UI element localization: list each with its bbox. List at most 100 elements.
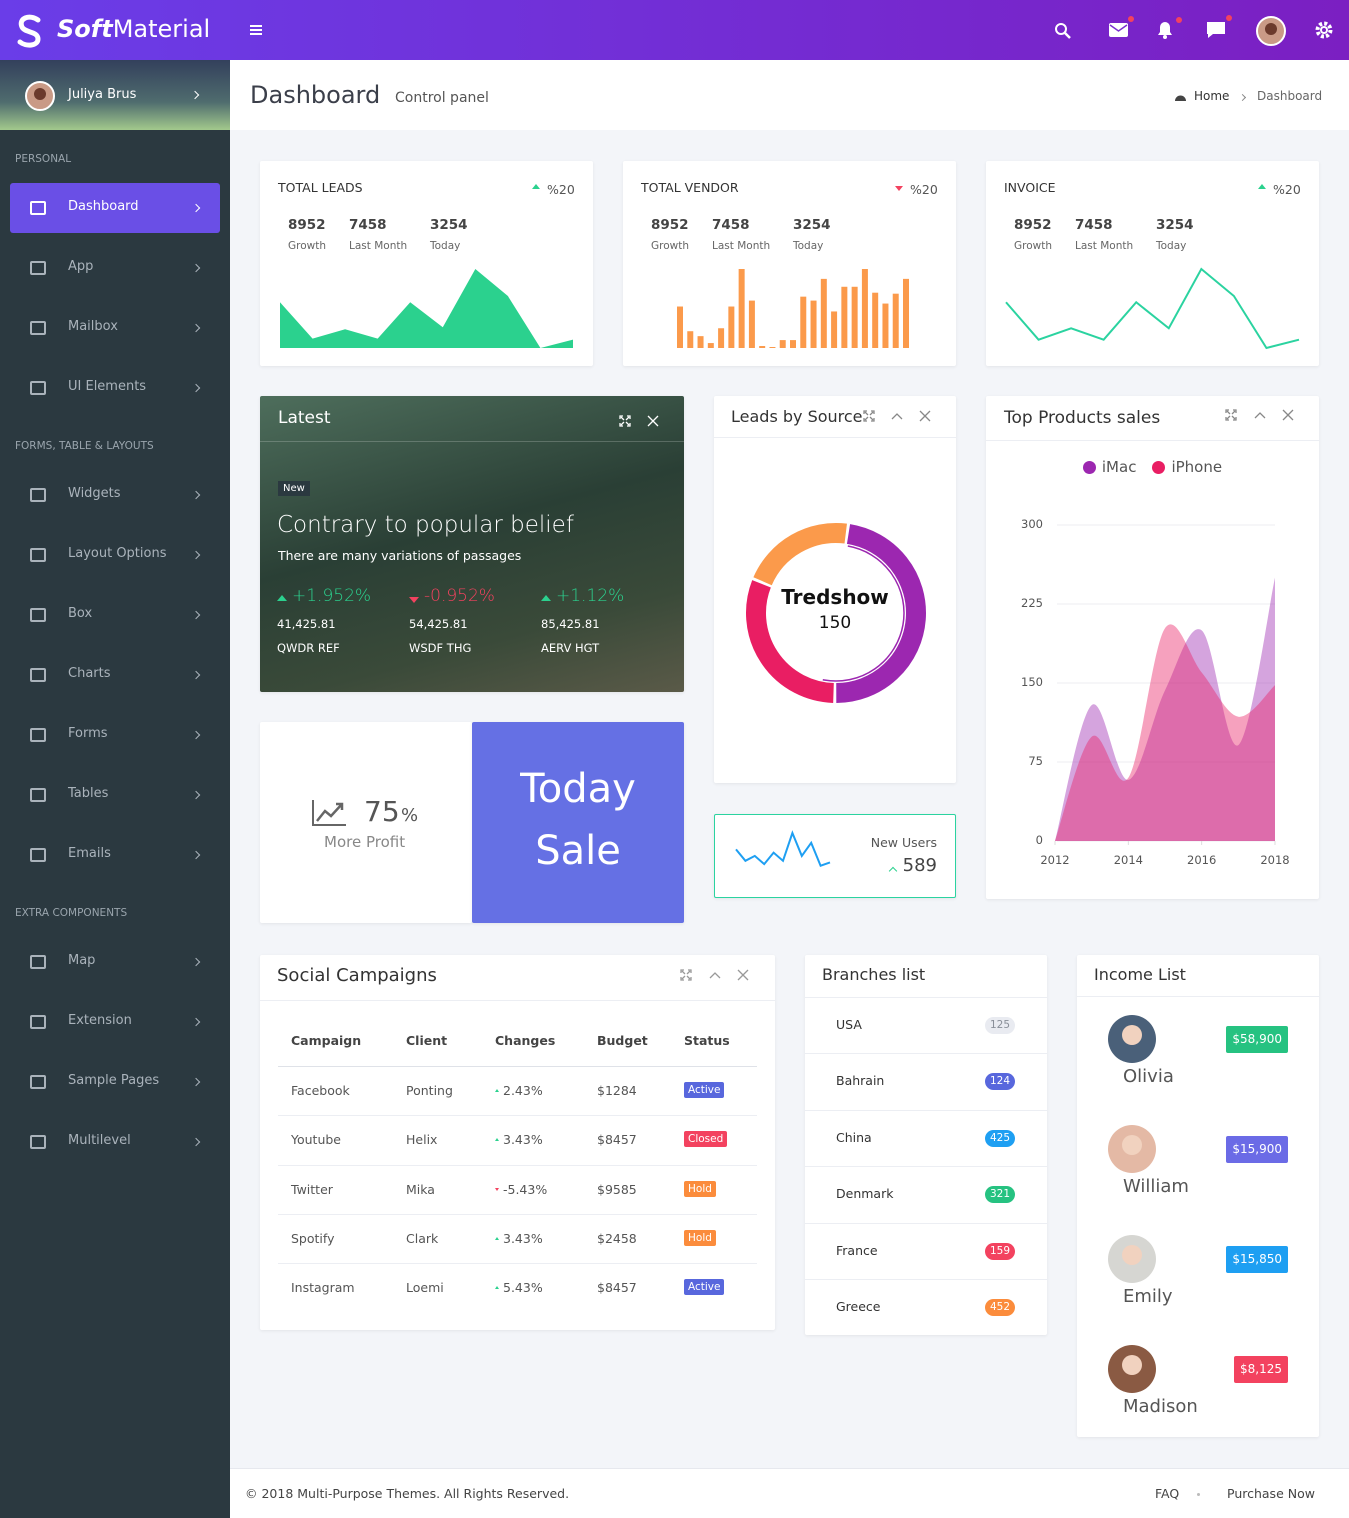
legend-item[interactable]: iPhone [1152, 458, 1222, 476]
sidebar: Juliya Brus PERSONAL Dashboard App Mailbox U… [0, 60, 230, 1518]
nav-label[interactable]: Extension [68, 1013, 132, 1028]
nav-label[interactable]: Multilevel [68, 1133, 131, 1148]
collapse-button[interactable] [891, 411, 903, 421]
collapse-button[interactable] [1254, 410, 1266, 420]
trend-icon [312, 800, 346, 826]
nav-label[interactable]: Widgets [68, 486, 121, 501]
cell: Helix [406, 1132, 438, 1148]
stat-label: Today [793, 240, 824, 252]
expand-button[interactable] [1225, 409, 1237, 421]
close-button[interactable] [647, 415, 659, 427]
nav-label[interactable]: Tables [68, 786, 109, 801]
stat-value: 54,425.81 [409, 617, 468, 631]
donut-segment [836, 524, 926, 703]
nav-item[interactable]: App [10, 243, 220, 293]
bell-icon[interactable] [1155, 16, 1183, 42]
collapse-button[interactable] [709, 970, 721, 980]
nav-item[interactable]: UI Elements [10, 363, 220, 413]
nav-item[interactable]: Box [10, 590, 220, 640]
inner-ring [767, 544, 905, 682]
nav-item[interactable]: Layout Options [10, 530, 220, 580]
nav-item[interactable]: Dashboard [10, 183, 220, 233]
footer-link[interactable]: FAQ [1155, 1486, 1180, 1501]
nav-item[interactable]: Emails [10, 830, 220, 880]
nav-item[interactable]: Map [10, 937, 220, 987]
nav-item[interactable]: Charts [10, 650, 220, 700]
row-rule [805, 1279, 1047, 1280]
change: %20 [1273, 182, 1301, 197]
nav-icon [30, 321, 46, 335]
bar [769, 347, 776, 348]
up-arrow [277, 595, 287, 601]
nav-item[interactable]: Mailbox [10, 303, 220, 353]
header-rule [278, 1066, 757, 1067]
branch-name: Greece [836, 1299, 881, 1314]
expand-button[interactable] [863, 410, 875, 422]
chevron [191, 670, 201, 680]
nav-label[interactable]: Box [68, 606, 93, 621]
latest-card: Latest New Contrary to popular belief Th… [260, 396, 684, 692]
close-button[interactable] [919, 410, 931, 422]
down-arrow [895, 186, 903, 191]
menu-toggle[interactable] [250, 25, 262, 35]
status-badge: Hold [684, 1229, 716, 1246]
cell: Youtube [291, 1132, 341, 1148]
expand-button[interactable] [619, 415, 631, 427]
nav-label[interactable]: Layout Options [68, 546, 167, 561]
sidebar-avatar[interactable] [25, 81, 55, 111]
breadcrumb-link[interactable]: Home [1194, 89, 1230, 103]
nav-label[interactable]: Mailbox [68, 319, 118, 334]
nav-label[interactable]: Forms [68, 726, 108, 741]
chevron [191, 203, 201, 213]
line [1005, 267, 1300, 350]
nav-label[interactable]: Sample Pages [68, 1073, 160, 1088]
nav-item[interactable]: Tables [10, 770, 220, 820]
card-title: Income List [1094, 965, 1186, 984]
stat-label: Last Month [712, 240, 771, 252]
stat-value: 41,425.81 [277, 617, 336, 631]
footer-link[interactable]: Purchase Now [1227, 1486, 1315, 1501]
expand-button[interactable] [680, 969, 692, 981]
person-name: William [1123, 1176, 1189, 1197]
divider [1077, 996, 1319, 997]
settings-icon[interactable] [1315, 21, 1333, 39]
close-button[interactable] [1282, 409, 1294, 421]
nav-label[interactable]: Map [68, 953, 96, 968]
chat-icon[interactable] [1206, 14, 1234, 40]
divider [714, 437, 956, 438]
badge: New [278, 481, 310, 496]
nav-label[interactable]: App [68, 259, 94, 274]
nav-item[interactable]: Extension [10, 997, 220, 1047]
row-rule [805, 1222, 1047, 1224]
cell: Twitter [291, 1181, 333, 1197]
close-button[interactable] [737, 969, 749, 981]
branch-name: Bahrain [836, 1073, 885, 1089]
nav-label[interactable]: Dashboard [68, 199, 139, 214]
user-name[interactable]: Juliya Brus [68, 87, 137, 102]
stat-name: QWDR REF [277, 641, 340, 655]
card-title: TOTAL VENDOR [641, 180, 739, 195]
change: %20 [547, 182, 575, 197]
bar [851, 286, 858, 348]
bar [872, 292, 879, 348]
nav-item[interactable]: Multilevel [10, 1117, 220, 1167]
legend-item[interactable]: iMac [1082, 458, 1136, 476]
user-avatar[interactable] [1256, 16, 1286, 46]
nav-label[interactable]: Emails [68, 846, 111, 861]
search-icon[interactable] [1054, 22, 1072, 40]
mail-icon[interactable] [1108, 16, 1136, 40]
copyright: © 2018 Multi-Purpose Themes. All Rights … [245, 1486, 570, 1501]
x-tick-label: 2016 [1187, 853, 1217, 867]
nav-item[interactable]: Widgets [10, 470, 220, 520]
nav-label[interactable]: UI Elements [68, 379, 147, 394]
nav-icon [30, 728, 46, 742]
stat-label: Growth [288, 240, 327, 252]
nav-item[interactable]: Forms [10, 710, 220, 760]
stat-label: Growth [651, 240, 690, 252]
nav-item[interactable]: Sample Pages [10, 1057, 220, 1107]
cell: Ponting [406, 1083, 453, 1098]
breadcrumb-separator [1238, 93, 1247, 102]
expand-icon [863, 410, 875, 422]
nav-label[interactable]: Charts [68, 666, 111, 681]
